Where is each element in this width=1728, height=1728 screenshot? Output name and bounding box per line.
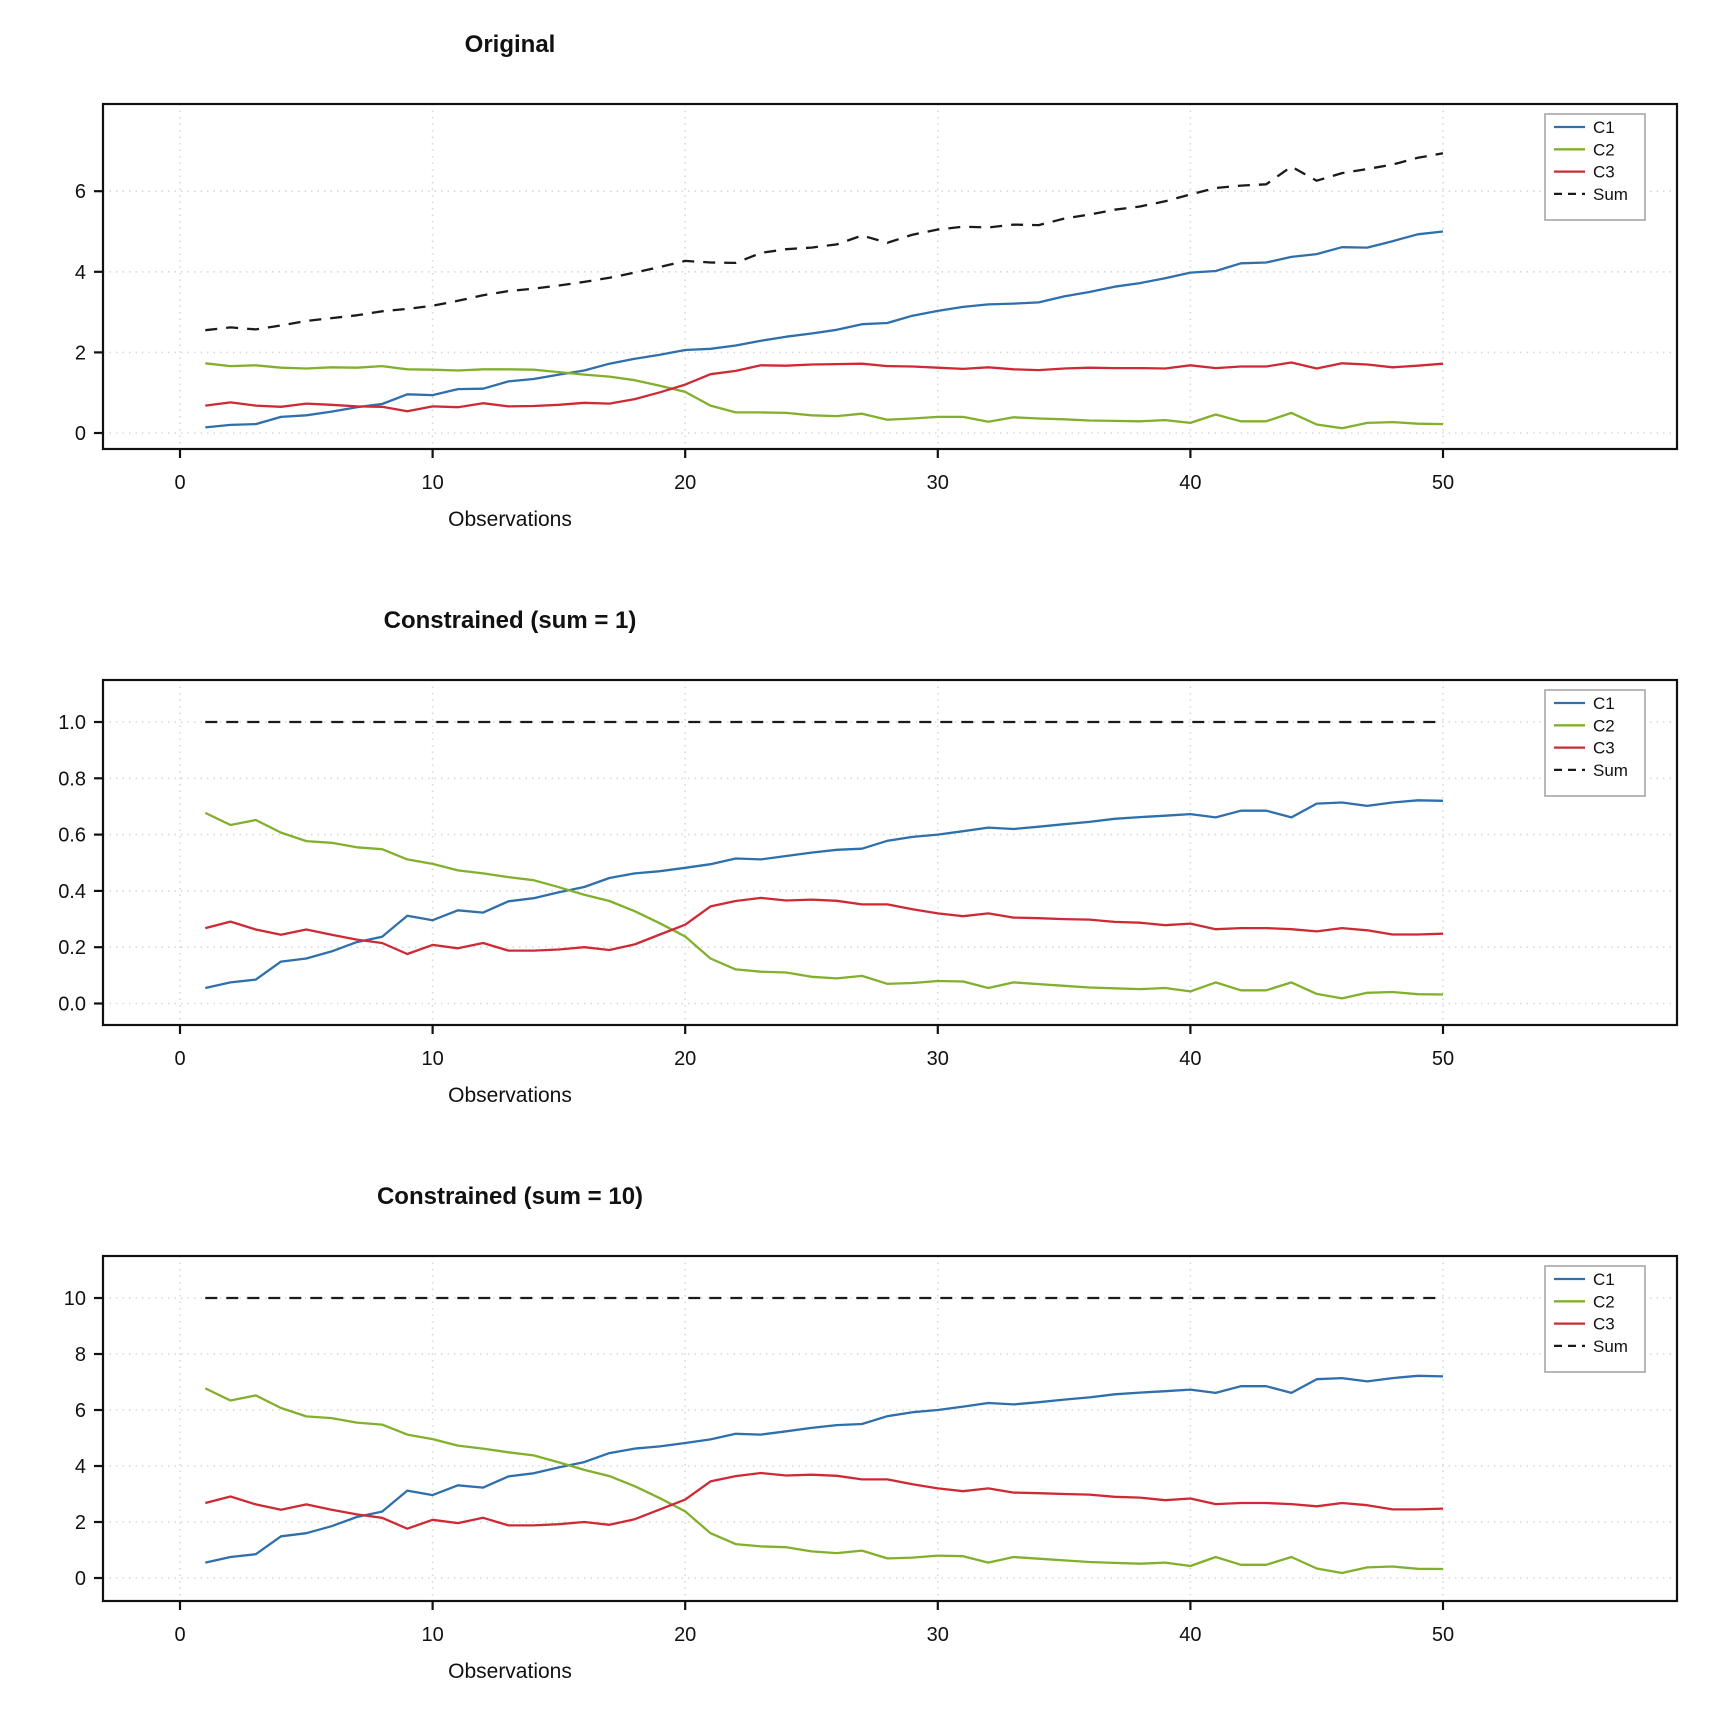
chart-constrained-sum-1: 0 10 20 30 40 50 0.0 0.2 0.4 0.6 0.8 1.0 C1 C2 C3 Sum Co…: [58, 607, 1679, 1107]
x-tick-label: 10: [421, 1048, 443, 1070]
x-tick-label: 10: [421, 472, 443, 494]
legend-label-c2: C2: [1593, 140, 1615, 159]
legend-label-sum: Sum: [1593, 761, 1628, 780]
x-axis-label: Observations: [448, 1660, 572, 1683]
legend-label-c1: C1: [1593, 694, 1615, 713]
legend-label-c3: C3: [1593, 1315, 1615, 1334]
legend: C1 C2 C3 Sum: [1544, 113, 1646, 221]
x-tick-label: 40: [1179, 1048, 1201, 1070]
y-tick-label: 0.2: [58, 937, 86, 959]
legend-label-c1: C1: [1593, 118, 1615, 137]
x-tick-label: 20: [674, 1048, 696, 1070]
x-tick-label: 10: [421, 1624, 443, 1646]
plot-box: [101, 678, 1679, 1027]
series-line-c2: [204, 1387, 1444, 1575]
legend-label-c2: C2: [1593, 716, 1615, 735]
series-line-c3: [205, 1471, 1444, 1530]
y-tick-label: 2: [75, 342, 86, 364]
x-tick-label: 30: [927, 1624, 949, 1646]
legend-label-c2: C2: [1593, 1292, 1615, 1311]
y-tick-label: 0.8: [58, 768, 86, 790]
y-tick-label: 8: [75, 1344, 86, 1366]
chart-title: Original: [465, 31, 556, 58]
plot-box: [101, 102, 1679, 451]
x-tick-label: 20: [674, 1624, 696, 1646]
y-tick-label: 2: [75, 1512, 86, 1534]
x-tick-label: 30: [927, 1048, 949, 1070]
gridlines: [103, 680, 1677, 1025]
x-tick-label: 50: [1432, 1624, 1454, 1646]
y-tick-label: 1.0: [58, 712, 86, 734]
y-tick-label: 0: [75, 1568, 86, 1590]
y-tick-label: 10: [64, 1288, 86, 1310]
y-tick-label: 4: [75, 262, 86, 284]
legend: C1 C2 C3 Sum: [1544, 1265, 1646, 1373]
gridlines: [103, 104, 1677, 449]
x-axis-label: Observations: [448, 1084, 572, 1107]
x-tick-label: 50: [1432, 1048, 1454, 1070]
series-line-c1: [205, 1374, 1444, 1564]
series-line-c2: [204, 811, 1444, 1000]
y-tick-label: 6: [75, 1400, 86, 1422]
series-line-sum: [205, 152, 1444, 332]
y-tick-label: 6: [75, 181, 86, 203]
series-line-c3: [205, 896, 1444, 956]
x-tick-label: 40: [1179, 1624, 1201, 1646]
gridlines: [103, 1256, 1677, 1601]
legend-label-sum: Sum: [1593, 185, 1628, 204]
plot-box: [101, 1254, 1679, 1603]
y-tick-label: 4: [75, 1456, 86, 1478]
chart-original: 0 10 20 30 40 50 0 2 4 6 C1 C2 C3 Sum Original Observat…: [75, 31, 1679, 531]
x-tick-label: 20: [674, 472, 696, 494]
series-line-c1: [205, 230, 1444, 429]
x-tick-label: 30: [927, 472, 949, 494]
series-line-c2: [205, 362, 1444, 430]
legend-label-c3: C3: [1593, 739, 1615, 758]
axes: 0 10 20 30 40 50 0 2 4 6: [75, 181, 1454, 494]
y-tick-label: 0.0: [58, 994, 86, 1016]
chart-title: Constrained (sum = 1): [384, 607, 637, 634]
y-tick-label: 0: [75, 423, 86, 445]
legend-label-c1: C1: [1593, 1270, 1615, 1289]
x-tick-label: 40: [1179, 472, 1201, 494]
legend-label-c3: C3: [1593, 163, 1615, 182]
y-tick-label: 0.4: [58, 881, 86, 903]
legend: C1 C2 C3 Sum: [1544, 689, 1646, 797]
series-line-c1: [205, 799, 1444, 990]
axes: 0 10 20 30 40 50 0.0 0.2 0.4 0.6 0.8 1.0: [58, 712, 1454, 1070]
series-line-c3: [205, 361, 1444, 413]
chart-constrained-sum-10: 0 10 20 30 40 50 0 2 4 6 8 10 C1 C2 C3 Sum Constrained (…: [64, 1183, 1679, 1683]
x-tick-label: 50: [1432, 472, 1454, 494]
x-tick-label: 0: [174, 1624, 185, 1646]
x-tick-label: 0: [174, 472, 185, 494]
chart-title: Constrained (sum = 10): [377, 1183, 643, 1210]
legend-label-sum: Sum: [1593, 1337, 1628, 1356]
x-axis-label: Observations: [448, 508, 572, 531]
axes: 0 10 20 30 40 50 0 2 4 6 8 10: [64, 1288, 1454, 1646]
x-tick-label: 0: [174, 1048, 185, 1070]
y-tick-label: 0.6: [58, 825, 86, 847]
